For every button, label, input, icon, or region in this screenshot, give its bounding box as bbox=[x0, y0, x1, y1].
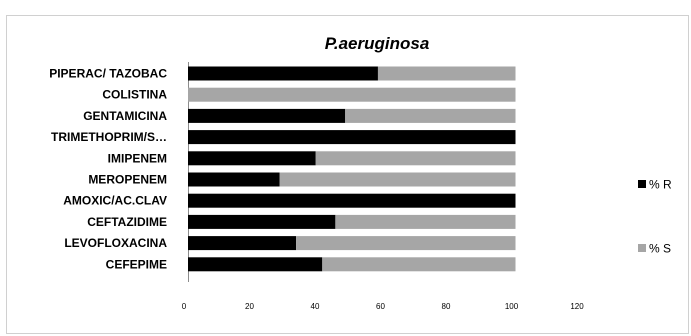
x-tick-label: 120 bbox=[570, 302, 584, 311]
x-tick-label: 20 bbox=[245, 302, 254, 311]
bar-r bbox=[188, 151, 316, 166]
legend-label: % S bbox=[649, 242, 671, 256]
x-tick-label: 80 bbox=[442, 302, 451, 311]
category-label: LEVOFLOXACINA bbox=[64, 236, 167, 250]
legend-swatch bbox=[638, 244, 646, 252]
bar-r bbox=[188, 193, 516, 208]
legend-swatch bbox=[638, 180, 646, 188]
category-label: CEFTAZIDIME bbox=[87, 215, 167, 229]
category-label: GENTAMICINA bbox=[83, 109, 167, 123]
category-label: MEROPENEM bbox=[88, 173, 167, 187]
bar-s bbox=[315, 151, 516, 166]
category-label: PIPERAC/ TAZOBAC bbox=[49, 67, 167, 81]
bar-r bbox=[188, 66, 378, 81]
bar-r bbox=[188, 172, 280, 187]
category-label: CEFEPIME bbox=[106, 257, 167, 271]
bar-s bbox=[279, 172, 516, 187]
x-tick-label: 100 bbox=[505, 302, 519, 311]
bar-s bbox=[377, 66, 516, 81]
bar-r bbox=[188, 130, 516, 145]
category-label: TRIMETHOPRIM/S… bbox=[51, 130, 167, 144]
chart-title: P.aeruginosa bbox=[325, 34, 430, 53]
bar-s bbox=[322, 257, 516, 272]
x-tick-label: 60 bbox=[376, 302, 385, 311]
bar-r bbox=[188, 108, 346, 123]
x-tick-label: 40 bbox=[311, 302, 320, 311]
bar-r bbox=[188, 214, 336, 229]
category-label: IMIPENEM bbox=[108, 151, 167, 165]
category-label: AMOXIC/AC.CLAV bbox=[63, 194, 167, 208]
bar-s bbox=[188, 87, 516, 102]
x-tick-label: 0 bbox=[182, 302, 187, 311]
category-label: COLISTINA bbox=[102, 88, 167, 102]
bar-r bbox=[188, 257, 323, 272]
legend-label: % R bbox=[649, 178, 672, 192]
bar-r bbox=[188, 236, 297, 251]
chart-frame bbox=[6, 15, 689, 334]
bar-s bbox=[345, 108, 516, 123]
bar-s bbox=[296, 236, 516, 251]
bar-s bbox=[335, 214, 516, 229]
